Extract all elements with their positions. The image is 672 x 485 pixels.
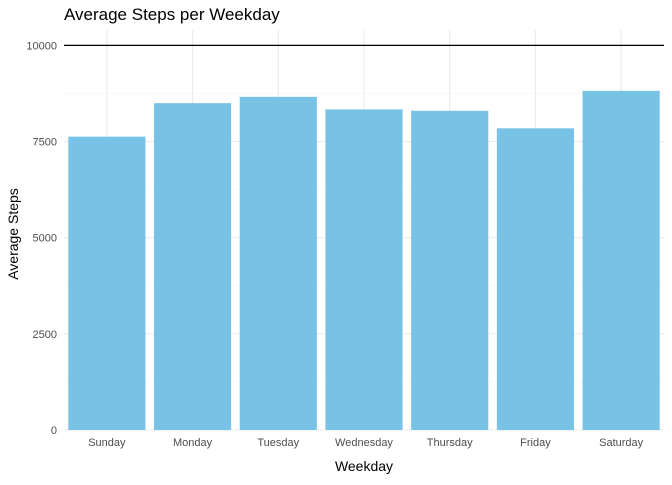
bar-thursday	[411, 110, 489, 431]
y-tick-label: 10000	[26, 40, 57, 52]
bars	[68, 90, 660, 431]
y-tick-labels: 0 2500 5000 7500 10000	[26, 40, 57, 437]
y-tick-label: 5000	[33, 233, 57, 245]
bar-friday	[496, 128, 574, 431]
x-tick-label: Sunday	[88, 437, 126, 449]
bar-saturday	[582, 90, 660, 430]
x-tick-label: Saturday	[599, 437, 644, 449]
x-tick-label: Friday	[520, 437, 551, 449]
x-tick-labels: Sunday Monday Tuesday Wednesday Thursday Frid…	[88, 437, 643, 449]
x-axis-title: Weekday	[335, 458, 393, 474]
x-tick-label: Thursday	[427, 437, 473, 449]
y-tick-label: 7500	[33, 137, 57, 149]
y-tick-label: 0	[51, 425, 57, 437]
y-axis-title: Average Steps	[5, 188, 21, 280]
bar-tuesday	[239, 96, 317, 430]
bar-monday	[154, 103, 232, 431]
x-tick-label: Wednesday	[335, 437, 393, 449]
y-tick-label: 2500	[33, 329, 57, 341]
x-tick-label: Tuesday	[257, 437, 299, 449]
x-tick-label: Monday	[173, 437, 213, 449]
chart-title: Average Steps per Weekday	[64, 5, 280, 24]
bar-wednesday	[325, 109, 403, 430]
bar-sunday	[68, 136, 146, 430]
